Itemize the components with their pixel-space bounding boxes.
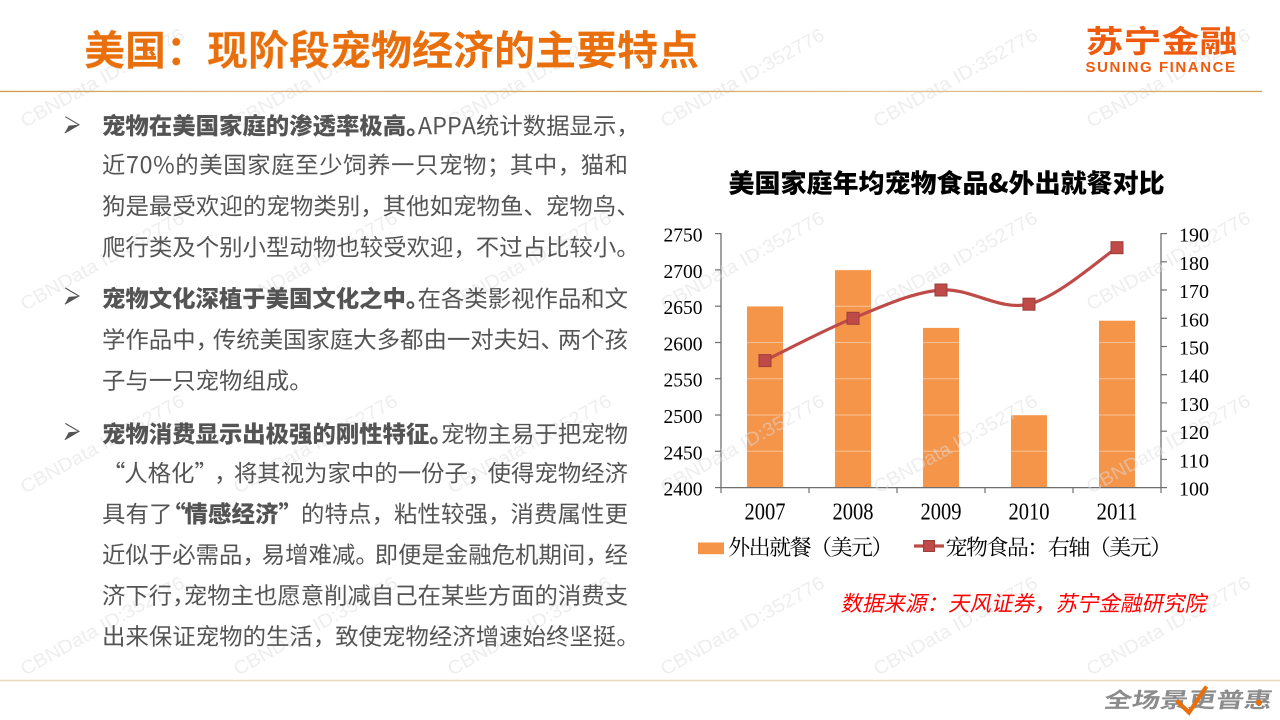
svg-text:100: 100 <box>1179 479 1209 501</box>
svg-text:150: 150 <box>1179 338 1209 360</box>
svg-text:SUNING FINANCE: SUNING FINANCE <box>1086 59 1236 76</box>
svg-text:2500: 2500 <box>664 406 703 428</box>
svg-text:140: 140 <box>1179 366 1209 388</box>
svg-text:2009: 2009 <box>921 499 962 525</box>
svg-text:160: 160 <box>1179 309 1209 331</box>
svg-text:2750: 2750 <box>664 225 703 247</box>
svg-text:2700: 2700 <box>664 261 703 283</box>
svg-text:2650: 2650 <box>664 297 703 319</box>
svg-text:2550: 2550 <box>664 370 703 392</box>
svg-text:2008: 2008 <box>833 499 874 525</box>
svg-text:2010: 2010 <box>1009 499 1050 525</box>
svg-text:190: 190 <box>1179 225 1209 247</box>
svg-text:2007: 2007 <box>745 499 786 525</box>
svg-text:130: 130 <box>1179 394 1209 416</box>
svg-text:2400: 2400 <box>664 479 703 501</box>
svg-text:120: 120 <box>1179 422 1209 444</box>
svg-text:2011: 2011 <box>1097 499 1138 525</box>
svg-text:180: 180 <box>1179 253 1209 275</box>
svg-text:170: 170 <box>1179 281 1209 303</box>
svg-text:2450: 2450 <box>664 442 703 464</box>
svg-text:2600: 2600 <box>664 334 703 356</box>
svg-text:110: 110 <box>1179 450 1209 472</box>
